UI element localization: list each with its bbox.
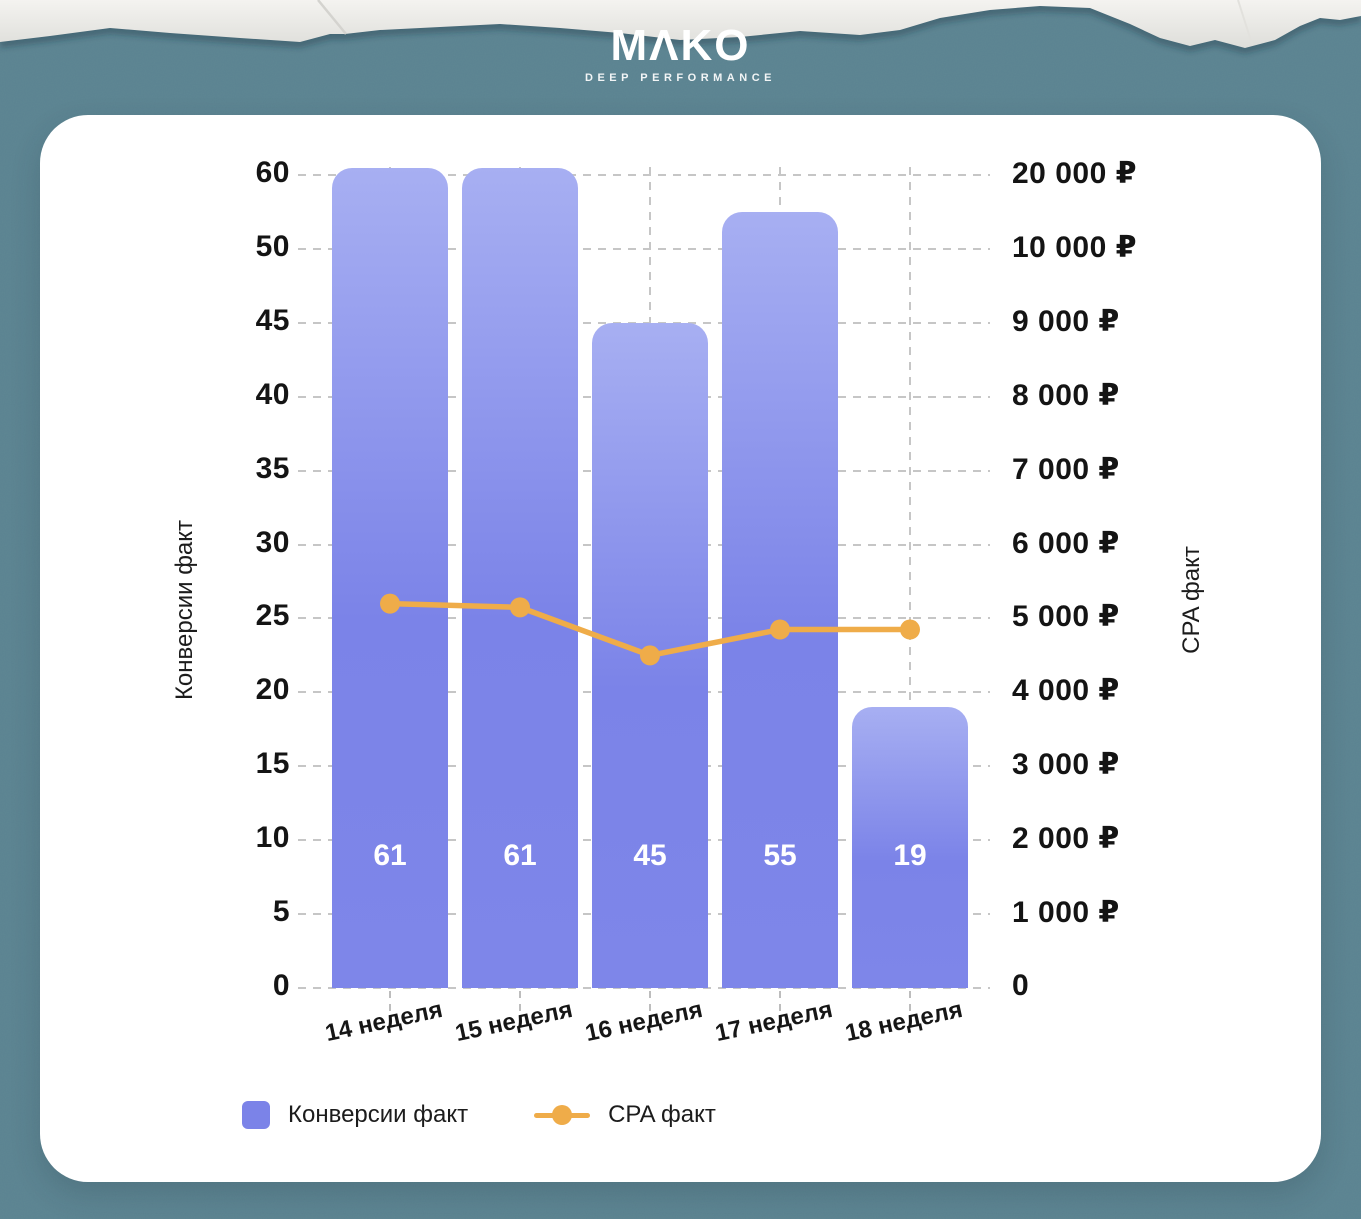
- left-axis-tick-label: 20: [255, 673, 290, 707]
- right-axis-tick-label: 8 000 ₽: [1012, 378, 1120, 412]
- x-axis-tick: [649, 991, 651, 1014]
- bar-value-label: 55: [763, 839, 797, 872]
- bar: [592, 322, 708, 988]
- right-axis-tick-label: 0: [1012, 969, 1030, 1002]
- left-axis-tick-label: 45: [255, 303, 290, 337]
- chart-card: Конверсии факт CPA факт Конверсии факт C…: [40, 115, 1321, 1182]
- left-axis-tick-label: 50: [255, 229, 290, 263]
- left-axis-tick-label: 10: [255, 821, 290, 855]
- x-axis-tick: [389, 991, 391, 1014]
- right-axis-tick-label: 6 000 ₽: [1012, 526, 1120, 560]
- bar-value-label: 19: [893, 839, 927, 872]
- left-axis-tick-label: 0: [272, 969, 290, 1002]
- left-axis-tick-label: 25: [255, 599, 290, 633]
- right-axis-tick-label: 2 000 ₽: [1012, 822, 1120, 856]
- right-axis-title: CPA факт: [1178, 546, 1205, 654]
- right-axis-tick-label: 10 000 ₽: [1012, 230, 1137, 264]
- right-axis-tick-label: 5 000 ₽: [1012, 600, 1120, 634]
- left-axis-tick-label: 35: [255, 451, 290, 485]
- brand-text: MΛKO: [610, 21, 751, 70]
- right-axis-tick-label: 4 000 ₽: [1012, 674, 1120, 708]
- legend-bar-label: Конверсии факт: [288, 1101, 469, 1128]
- right-axis-tick-label: 9 000 ₽: [1012, 304, 1120, 338]
- legend-line-dot: [552, 1105, 573, 1125]
- left-axis-tick-label: 5: [272, 895, 290, 929]
- legend-bar-swatch: [242, 1101, 270, 1129]
- h-gridline: [298, 247, 990, 250]
- x-axis-tick: [909, 991, 911, 1014]
- h-gridline: [298, 174, 990, 176]
- bar-value-label: 61: [503, 839, 537, 872]
- bar: [462, 167, 578, 988]
- bar-value-label: 45: [633, 839, 667, 872]
- mako-logo: MΛKO DEEP PERFORMANCE: [0, 21, 1361, 85]
- bar: [332, 167, 448, 988]
- combo-chart: Конверсии факт CPA факт Конверсии факт C…: [40, 115, 1321, 1182]
- h-gridline: [298, 987, 990, 989]
- right-axis-tick-label: 1 000 ₽: [1012, 896, 1120, 930]
- chart-legend: Конверсии факт CPA факт: [242, 1101, 716, 1129]
- v-gridline: [909, 167, 911, 988]
- torn-paper-edge: [0, 0, 1361, 54]
- bar: [722, 211, 838, 988]
- left-axis-tick-label: 60: [255, 156, 290, 189]
- brand-tagline: DEEP PERFORMANCE: [585, 72, 776, 84]
- legend-line-label: CPA факт: [608, 1101, 716, 1128]
- left-axis-tick-label: 30: [255, 525, 290, 559]
- left-axis-tick-label: 15: [255, 747, 290, 781]
- bar-value-label: 61: [373, 839, 407, 872]
- x-axis-tick: [779, 991, 781, 1014]
- right-axis-tick-label: 7 000 ₽: [1012, 452, 1120, 486]
- left-axis-tick-label: 40: [255, 377, 290, 411]
- x-axis-tick: [519, 991, 521, 1014]
- bar: [852, 707, 968, 988]
- right-axis-tick-label: 3 000 ₽: [1012, 748, 1120, 782]
- right-axis-tick-label: 20 000 ₽: [1012, 157, 1137, 190]
- legend-line-swatch: [534, 1101, 591, 1129]
